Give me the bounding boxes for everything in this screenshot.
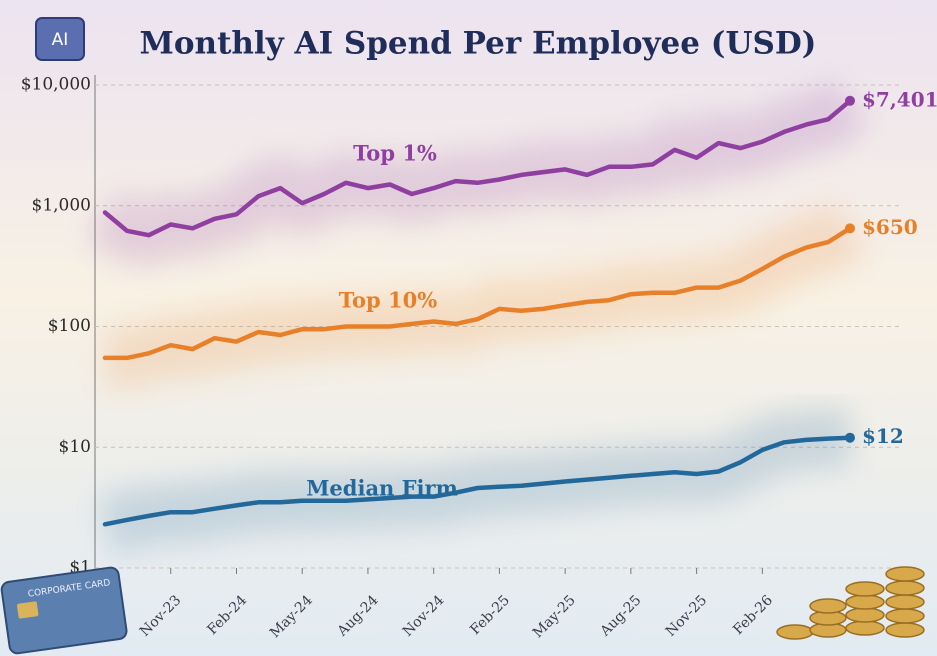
y-tick-label: $100	[48, 316, 91, 336]
chart-title: Monthly AI Spend Per Employee (USD)	[140, 26, 817, 62]
y-tick-label: $10	[59, 437, 91, 457]
end-point	[845, 223, 855, 234]
series-label: Top 10%	[339, 288, 437, 313]
credit-card: CORPORATE CARD	[0, 566, 128, 655]
series-label: Top 1%	[353, 141, 437, 166]
line	[102, 226, 853, 361]
value-label: $650	[862, 215, 918, 239]
line	[102, 435, 853, 527]
value-label: $12	[862, 424, 904, 448]
y-tick-label: $1,000	[32, 195, 91, 215]
y-tick-label: $10,000	[21, 75, 91, 95]
chip-label: AI	[52, 30, 69, 50]
series-label: Median Firm	[306, 476, 458, 501]
line	[102, 98, 853, 238]
coins	[776, 566, 925, 640]
end-point	[845, 432, 855, 443]
end-point	[845, 95, 855, 106]
value-label: $7,401	[862, 87, 937, 111]
ai-chip: AI	[35, 17, 85, 61]
